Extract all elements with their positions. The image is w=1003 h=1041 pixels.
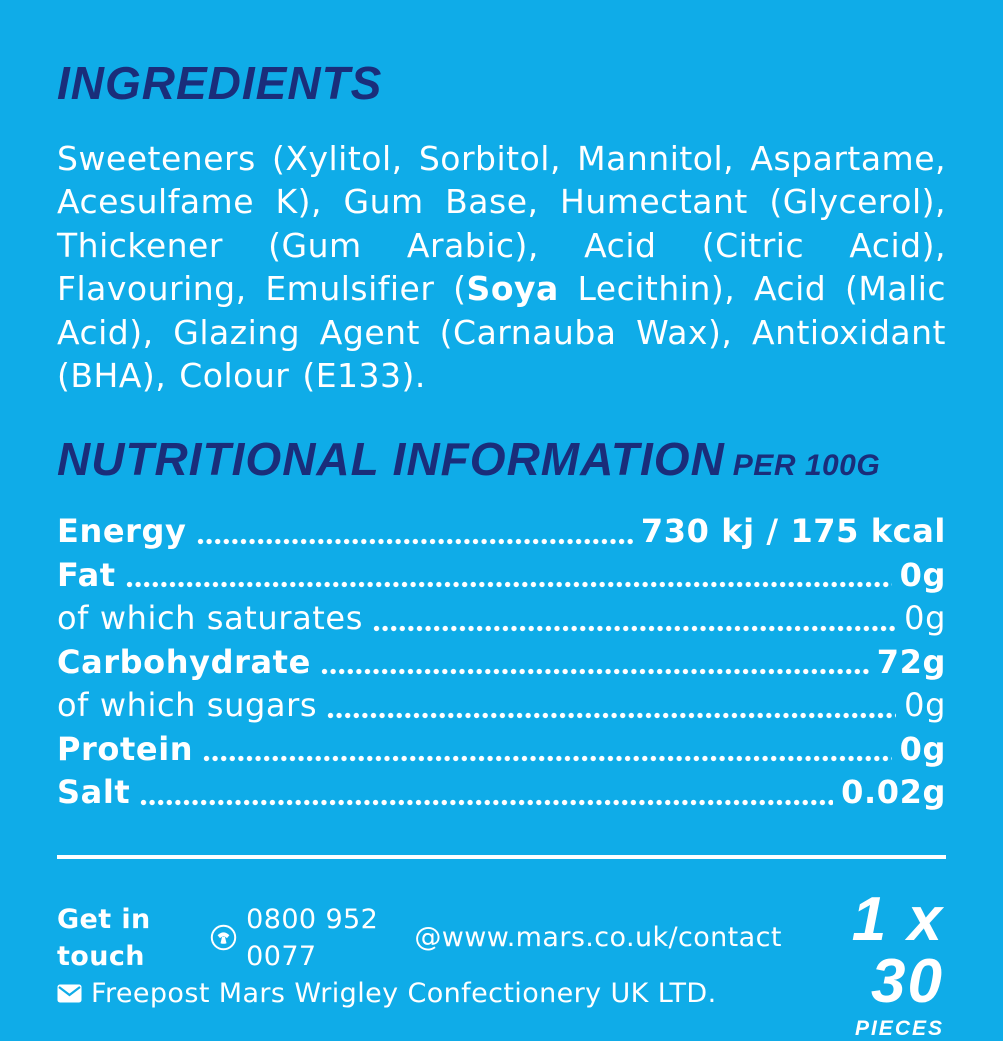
nutrition-label: of which saturates bbox=[57, 599, 363, 638]
contact-block: Get in touch 0800 952 0077 @www.mars.co.… bbox=[57, 901, 782, 1012]
ingredients-title: INGREDIENTS bbox=[57, 57, 383, 109]
pieces-label: PIECES bbox=[854, 1016, 944, 1040]
dotted-leader bbox=[320, 668, 869, 676]
nutrition-value: 0g bbox=[899, 729, 946, 768]
nutrition-value: 0g bbox=[904, 686, 946, 725]
nutrition-label: of which sugars bbox=[57, 686, 318, 725]
dotted-leader bbox=[327, 711, 897, 719]
nutrition-row-fat: Fat 0g bbox=[57, 554, 946, 598]
pack-size-block: 1 x 30 PIECES bbox=[782, 884, 946, 1041]
dotted-leader bbox=[140, 798, 834, 806]
nutrition-label: Energy bbox=[57, 512, 187, 551]
nutrition-label: Fat bbox=[57, 555, 116, 594]
nutrition-row-energy: Energy 730 kj / 175 kcal bbox=[57, 510, 946, 554]
product-back-label: INGREDIENTS Sweeteners (Xylitol, Sorbito… bbox=[57, 58, 946, 1040]
nutrition-row-protein: Protein 0g bbox=[57, 728, 946, 772]
envelope-icon bbox=[57, 984, 82, 1003]
nutrition-per-100g-label: PER 100G bbox=[732, 448, 881, 482]
dotted-leader bbox=[373, 624, 897, 632]
nutrition-label: Protein bbox=[57, 729, 194, 768]
dotted-leader bbox=[196, 537, 633, 545]
nutrition-title: NUTRITIONAL INFORMATION PER 100G bbox=[57, 432, 946, 485]
ingredients-text-part1: Sweeteners (Xylitol, Sorbitol, Mannitol,… bbox=[57, 138, 946, 309]
freepost-address: Freepost Mars Wrigley Confectionery UK L… bbox=[91, 977, 717, 1009]
phone-icon bbox=[210, 924, 237, 951]
nutrition-value: 0g bbox=[904, 599, 946, 638]
nutrition-table: Energy 730 kj / 175 kcal Fat 0g of which… bbox=[57, 510, 946, 815]
nutrition-row-sugars: of which sugars 0g bbox=[57, 684, 946, 728]
ingredients-text-part2: Lecithin), Acid (Malic Acid), Glazing Ag… bbox=[57, 269, 947, 396]
nutrition-section: NUTRITIONAL INFORMATION PER 100G Energy 7… bbox=[57, 432, 946, 815]
nutrition-label: Salt bbox=[57, 773, 131, 812]
phone-number: 0800 952 0077 bbox=[246, 903, 379, 972]
nutrition-value: 730 kj / 175 kcal bbox=[640, 512, 946, 551]
ingredients-allergen-soya: Soya bbox=[466, 269, 559, 309]
nutrition-value: 0g bbox=[899, 555, 946, 594]
pack-quantity: 1 x 30 bbox=[851, 884, 944, 1016]
ingredients-section: INGREDIENTS Sweeteners (Xylitol, Sorbito… bbox=[57, 58, 946, 398]
dotted-leader bbox=[125, 581, 892, 589]
footer-divider bbox=[57, 854, 946, 859]
nutrition-label: Carbohydrate bbox=[57, 642, 311, 681]
nutrition-value: 0.02g bbox=[841, 773, 946, 812]
ingredients-text: Sweeteners (Xylitol, Sorbitol, Mannitol,… bbox=[57, 137, 946, 398]
nutrition-row-saturates: of which saturates 0g bbox=[57, 597, 946, 641]
get-in-touch-label: Get in touch bbox=[57, 903, 151, 972]
footer: Get in touch 0800 952 0077 @www.mars.co.… bbox=[57, 888, 946, 1041]
nutrition-title-text: NUTRITIONAL INFORMATION bbox=[57, 432, 725, 485]
nutrition-value: 72g bbox=[876, 642, 946, 681]
contact-line-address: Freepost Mars Wrigley Confectionery UK L… bbox=[57, 975, 782, 1012]
nutrition-row-salt: Salt 0.02g bbox=[57, 771, 946, 815]
nutrition-row-carbohydrate: Carbohydrate 72g bbox=[57, 641, 946, 685]
website-link: @www.mars.co.uk/contact bbox=[414, 922, 782, 954]
contact-line-phone: Get in touch 0800 952 0077 @www.mars.co.… bbox=[57, 901, 782, 975]
dotted-leader bbox=[203, 755, 892, 763]
